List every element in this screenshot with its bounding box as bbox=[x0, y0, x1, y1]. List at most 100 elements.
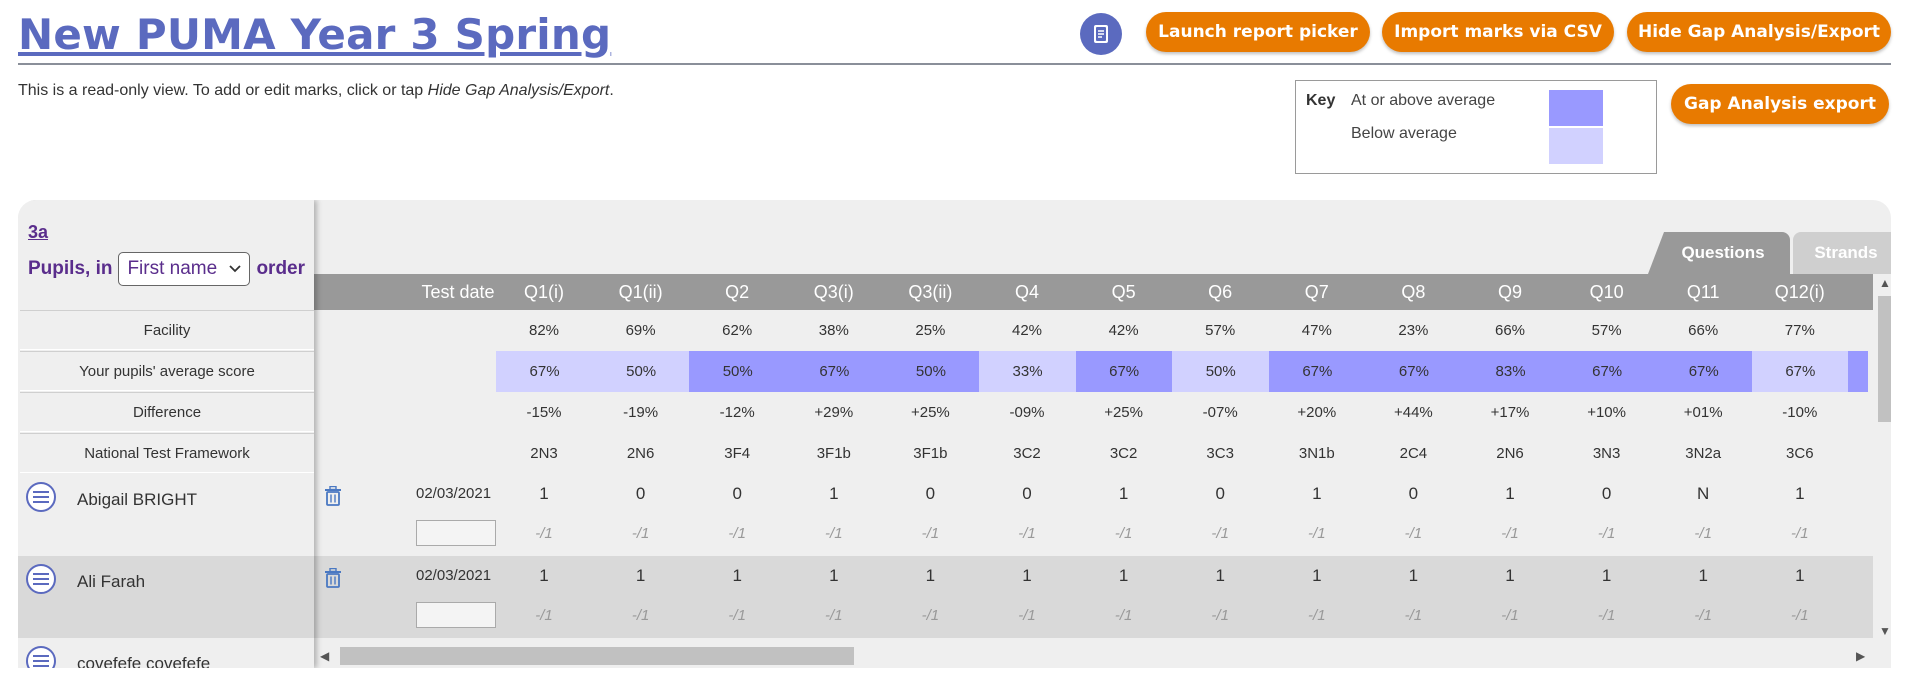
out-of-input[interactable]: -/1 bbox=[1018, 606, 1036, 624]
vertical-scroll-thumb[interactable] bbox=[1878, 296, 1891, 422]
out-of-input[interactable]: -/1 bbox=[1501, 524, 1519, 542]
average-score-cell: 50% bbox=[592, 351, 690, 392]
framework-cell: 3N1b bbox=[1298, 445, 1335, 462]
out-of-input[interactable]: -/1 bbox=[1114, 524, 1133, 542]
chevron-down-icon bbox=[229, 265, 242, 273]
page-title[interactable]: New PUMA Year 3 Spring bbox=[18, 10, 612, 59]
pupils-suffix: order bbox=[256, 258, 306, 279]
out-of-input[interactable]: -/1 bbox=[1211, 606, 1229, 624]
out-of-input[interactable]: -/1 bbox=[1211, 524, 1229, 542]
mark-cell: 1 bbox=[1505, 566, 1515, 585]
horizontal-scrollbar[interactable]: ◀ ▶ bbox=[314, 644, 1876, 668]
out-of-input[interactable]: -/1 bbox=[1694, 524, 1712, 542]
question-header[interactable]: Q8 bbox=[1401, 281, 1426, 302]
mark-cell: 1 bbox=[1312, 566, 1322, 585]
out-of-input[interactable]: -/1 bbox=[1791, 524, 1809, 542]
scroll-up-icon[interactable]: ▲ bbox=[1879, 276, 1891, 290]
book-icon[interactable] bbox=[1080, 13, 1122, 55]
readonly-suffix: . bbox=[609, 82, 614, 99]
trash-icon[interactable] bbox=[324, 486, 342, 506]
scroll-down-icon[interactable]: ▼ bbox=[1879, 624, 1891, 638]
out-of-input[interactable]: -/1 bbox=[825, 606, 843, 624]
row-label-difference: Difference bbox=[20, 392, 314, 432]
question-header[interactable]: Q11 bbox=[1686, 281, 1720, 302]
out-of-input[interactable]: -/1 bbox=[535, 606, 553, 624]
pupil-menu-icon[interactable] bbox=[26, 482, 56, 512]
test-date-input[interactable] bbox=[416, 520, 496, 546]
difference-cell: +25% bbox=[1104, 404, 1143, 421]
question-header[interactable]: Q10 bbox=[1589, 281, 1624, 302]
out-of-input[interactable]: -/1 bbox=[1694, 606, 1712, 624]
tab-questions[interactable]: Questions bbox=[1648, 232, 1790, 274]
out-of-input[interactable]: -/1 bbox=[1308, 606, 1326, 624]
scroll-right-icon[interactable]: ▶ bbox=[1856, 649, 1866, 663]
pupil-name: covefefe covefefe bbox=[77, 654, 211, 668]
average-score-cell: 67% bbox=[1365, 351, 1463, 392]
question-header[interactable]: Q7 bbox=[1304, 281, 1329, 302]
out-of-input[interactable]: -/1 bbox=[1404, 524, 1423, 542]
mark-cell: 1 bbox=[1795, 484, 1805, 503]
facility-cell: 42% bbox=[1011, 322, 1043, 339]
question-header[interactable]: Q12(i) bbox=[1774, 281, 1825, 302]
out-of-input[interactable]: -/1 bbox=[728, 524, 746, 542]
out-of-input[interactable]: -/1 bbox=[1308, 524, 1326, 542]
out-of-input[interactable]: -/1 bbox=[1791, 606, 1809, 624]
question-header[interactable]: Q1(ii) bbox=[618, 281, 663, 302]
question-header[interactable]: Q1(i) bbox=[524, 281, 564, 302]
mark-cell: 1 bbox=[1022, 566, 1032, 585]
average-score-cell: 67% bbox=[1075, 351, 1173, 392]
launch-report-picker-button[interactable]: Launch report picker bbox=[1146, 12, 1370, 52]
scroll-left-icon[interactable]: ◀ bbox=[320, 649, 330, 663]
question-header[interactable]: Q3(ii) bbox=[908, 281, 953, 302]
out-of-input[interactable]: -/1 bbox=[535, 524, 553, 542]
out-of-input[interactable]: -/1 bbox=[825, 524, 843, 542]
difference-cell: +44% bbox=[1393, 404, 1433, 421]
horizontal-scroll-thumb[interactable] bbox=[340, 647, 854, 665]
out-of-input[interactable]: -/1 bbox=[728, 606, 746, 624]
question-header-band bbox=[314, 274, 1873, 310]
mark-cell: 1 bbox=[539, 566, 549, 585]
average-score-cell: 67% bbox=[496, 351, 594, 392]
out-of-input[interactable]: -/1 bbox=[1404, 606, 1423, 624]
test-date-input[interactable] bbox=[416, 602, 496, 628]
out-of-input[interactable]: -/1 bbox=[1597, 524, 1616, 542]
facility-cell: 23% bbox=[1398, 322, 1429, 339]
tab-strands[interactable]: Strands bbox=[1793, 232, 1891, 274]
mark-cell: 0 bbox=[732, 484, 742, 503]
framework-cell: 2C4 bbox=[1399, 445, 1428, 462]
vertical-scrollbar[interactable]: ▲ ▼ bbox=[1876, 274, 1891, 642]
gap-analysis-export-button[interactable]: Gap Analysis export bbox=[1671, 84, 1889, 124]
out-of-input[interactable]: -/1 bbox=[921, 524, 940, 542]
framework-cell: 3N3 bbox=[1592, 445, 1621, 462]
out-of-input[interactable]: -/1 bbox=[1597, 606, 1616, 624]
facility-cell: 25% bbox=[915, 322, 946, 339]
facility-cell: 38% bbox=[818, 322, 849, 339]
out-of-input[interactable]: -/1 bbox=[631, 524, 650, 542]
order-select[interactable]: First name bbox=[118, 252, 251, 286]
class-link[interactable]: 3a bbox=[28, 222, 49, 242]
import-marks-csv-button[interactable]: Import marks via CSV bbox=[1382, 12, 1614, 52]
row-label-average: Your pupils' average score bbox=[20, 351, 314, 391]
question-header[interactable]: Q3(i) bbox=[813, 281, 854, 302]
question-header[interactable]: Q9 bbox=[1497, 281, 1522, 302]
trash-icon[interactable] bbox=[324, 568, 342, 588]
out-of-input[interactable]: -/1 bbox=[1501, 606, 1519, 624]
icon-stroke bbox=[33, 660, 49, 662]
question-header[interactable]: Q2 bbox=[725, 281, 750, 302]
out-of-input[interactable]: -/1 bbox=[921, 606, 940, 624]
question-header[interactable]: Q6 bbox=[1208, 281, 1233, 302]
question-header[interactable]: Q5 bbox=[1111, 281, 1136, 302]
pupil-menu-icon[interactable] bbox=[26, 564, 56, 594]
difference-cell: +20% bbox=[1297, 404, 1337, 421]
out-of-input[interactable]: -/1 bbox=[1018, 524, 1036, 542]
question-header[interactable]: Q4 bbox=[1014, 281, 1039, 302]
pupil-menu-icon[interactable] bbox=[26, 646, 56, 668]
test-date: 02/03/2021 bbox=[416, 484, 492, 502]
hide-gap-analysis-button[interactable]: Hide Gap Analysis/Export bbox=[1627, 12, 1891, 52]
difference-cell: -10% bbox=[1782, 404, 1818, 421]
facility-cell: 66% bbox=[1688, 322, 1719, 339]
out-of-input[interactable]: -/1 bbox=[631, 606, 650, 624]
framework-cell: 3C2 bbox=[1109, 445, 1138, 462]
out-of-input[interactable]: -/1 bbox=[1114, 606, 1133, 624]
mark-cell: 0 bbox=[925, 484, 936, 503]
